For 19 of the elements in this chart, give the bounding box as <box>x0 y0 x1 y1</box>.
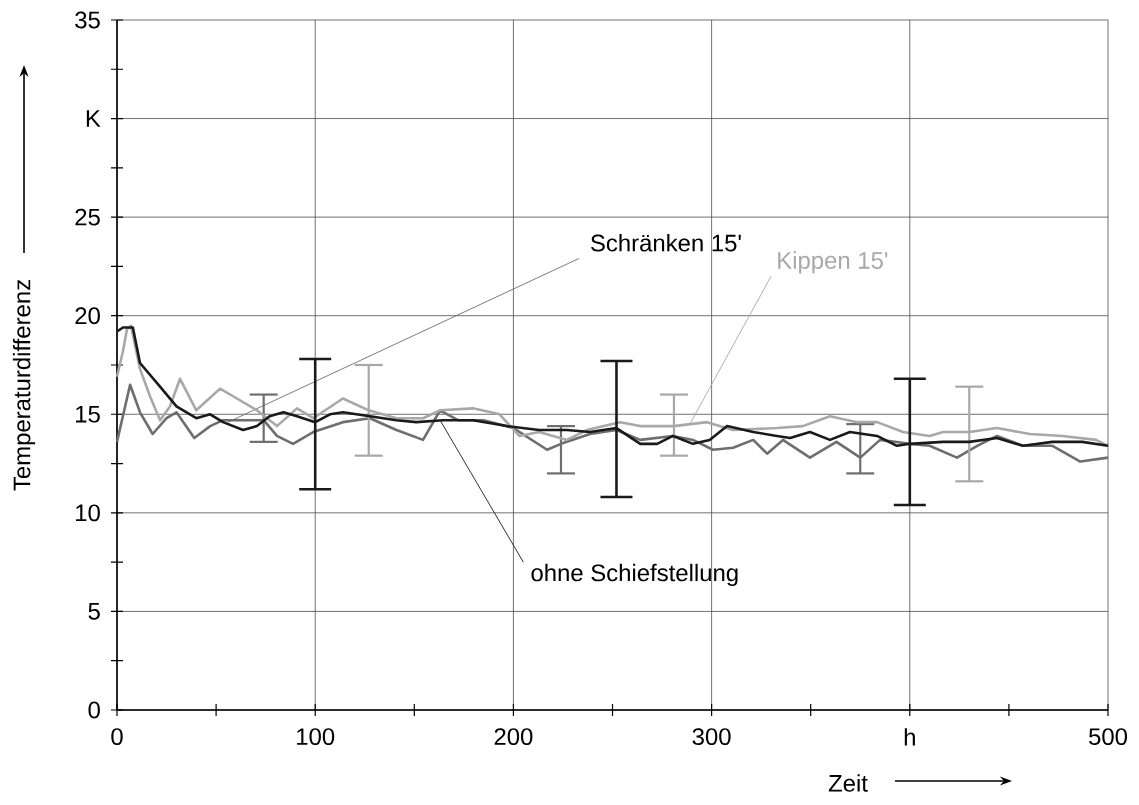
y-tick-label: 10 <box>76 504 100 522</box>
text: Schränken 15' <box>591 233 741 252</box>
y-tick-label: K <box>86 110 101 127</box>
x-tick-label: 500 <box>1089 728 1128 746</box>
y-tick-label: 35 <box>75 11 100 29</box>
text: Kippen 15' <box>778 251 888 274</box>
x-tick-label: h <box>904 728 915 746</box>
y-tick-label: 15 <box>76 405 100 423</box>
text: ohne Schiefstellung <box>531 563 738 587</box>
y-tick-label: 25 <box>75 208 100 226</box>
x-tick-label: 0 <box>111 728 123 746</box>
x-tick-label: 200 <box>494 728 533 746</box>
x-tick-label: 100 <box>297 728 335 746</box>
y-tick-label: 0 <box>88 701 100 719</box>
y-axis-title: Temperaturdifferenz <box>12 280 36 491</box>
x-tick-label: 300 <box>692 728 731 746</box>
y-tick-label: 20 <box>75 307 100 325</box>
x-axis-title: Zeit <box>828 774 868 792</box>
y-tick-label: 5 <box>88 603 100 620</box>
